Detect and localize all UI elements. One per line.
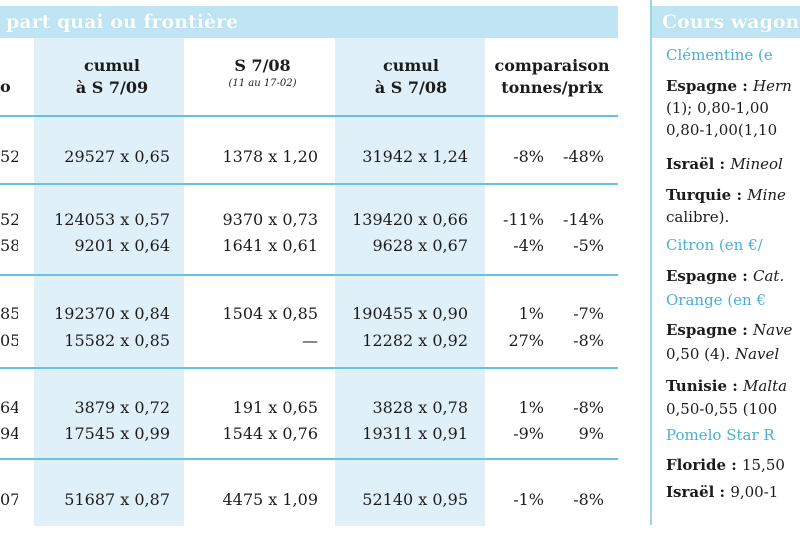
side-line: Espagne : Cat.	[666, 267, 785, 285]
header-col0: o	[0, 77, 11, 96]
table-row: 85 192370 x 0,84 1504 x 0,85 190455 x 0,90 1…	[0, 304, 604, 323]
rule	[0, 183, 618, 185]
table-row: 94 17545 x 0,99 1544 x 0,76 19311 x 0,91 -9%…	[0, 424, 604, 443]
side-line: Espagne : Nave	[666, 321, 793, 339]
side-line: Orange (en €	[666, 291, 767, 309]
table-row: 52 29527 x 0,65 1378 x 1,20 31942 x 1,24 -8%…	[0, 147, 604, 166]
rule	[0, 274, 618, 276]
table-row: 05 15582 x 0,85—12282 x 0,92 27% -8%	[0, 331, 604, 350]
rule	[0, 367, 618, 369]
side-line: Clémentine (e	[666, 46, 773, 64]
side-line: 0,50 (4). Navel	[666, 345, 780, 363]
side-line: Turquie : Mine	[666, 186, 786, 204]
table-row: 58 9201 x 0,64 1641 x 0,61 9628 x 0,67 -4% -5…	[0, 236, 604, 255]
side-line: Floride : 15,50	[666, 456, 785, 474]
header-s7-08: S 7/08 (11 au 17-02)	[228, 56, 297, 89]
header-cumul-09: cumul à S 7/09	[75, 56, 149, 97]
section-banner: part quai ou frontière	[0, 6, 618, 38]
side-title: Cours wagon	[662, 11, 800, 33]
column-shade-cumul-08	[335, 38, 485, 526]
side-line: 0,50-0,55 (100	[666, 400, 778, 418]
side-line: Espagne : Hern	[666, 77, 792, 95]
side-line: Tunisie : Malta	[666, 377, 788, 395]
rule	[0, 458, 618, 460]
side-panel: Cours wagon Clémentine (e Espagne : Hern…	[650, 0, 800, 525]
side-line: Israël : 9,00-1	[666, 483, 779, 501]
header-cumul-08: cumul à S 7/08	[374, 56, 448, 97]
side-banner: Cours wagon	[652, 6, 800, 38]
side-line: 0,80-1,00(1,10	[666, 121, 778, 139]
rule	[0, 115, 618, 117]
side-line: Israël : Mineol	[666, 155, 783, 173]
section-title: part quai ou frontière	[6, 11, 239, 33]
side-line: Citron (en €/	[666, 236, 763, 254]
table-row: 07 51687 x 0,87 4475 x 1,09 52140 x 0,95 -1%…	[0, 490, 604, 509]
side-line: Pomelo Star R	[666, 426, 775, 444]
column-shade-cumul-09	[34, 38, 184, 526]
header-comparaison: comparaison tonnes/prix	[494, 56, 610, 97]
side-line: calibre).	[666, 208, 730, 226]
table-row: 52 124053 x 0,57 9370 x 0,73 139420 x 0,66-…	[0, 210, 604, 229]
side-line: (1); 0,80-1,00	[666, 99, 769, 117]
table-row: 64 3879 x 0,72 191 x 0,65 3828 x 0,78 1% -8%	[0, 398, 604, 417]
